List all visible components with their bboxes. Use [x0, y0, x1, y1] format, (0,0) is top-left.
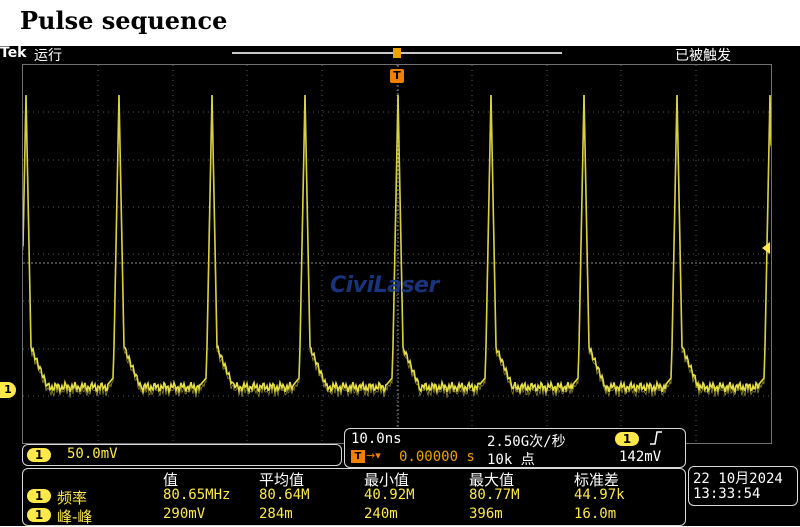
measurement-row-2-mean: 284m: [259, 506, 293, 522]
brand-label: Tek: [0, 45, 27, 61]
run-state-label: 运行: [34, 48, 62, 64]
measurement-row-1-channel: 1: [27, 489, 51, 503]
waveform-plot: [23, 65, 771, 443]
watermark-logo: CiviLaser: [330, 273, 439, 298]
measurement-row-1-name: 频率: [57, 489, 88, 507]
measurement-row-1-mean: 80.64M: [259, 487, 310, 503]
measurement-row-2-channel: 1: [27, 508, 51, 522]
column-header-value: 值: [163, 471, 179, 489]
column-header-mean: 平均值: [259, 471, 305, 489]
datetime-box: 22 10月2024 13:33:54: [688, 466, 798, 506]
page-title: Pulse sequence: [20, 6, 228, 35]
measurement-row-1-stddev: 44.97k: [574, 487, 625, 503]
trigger-level-value: 142mV: [619, 449, 662, 465]
timebase-box[interactable]: 10.0ns 2.50G次/秒 1 T →▾ 0.00000 s 10k 点 1…: [344, 428, 686, 468]
trigger-position-marker[interactable]: T: [390, 69, 404, 83]
measurements-table[interactable]: 值 平均值 最小值 最大值 标准差 1 频率 80.65MHz 80.64M 4…: [22, 468, 686, 526]
channel-1-trace-noise: [23, 99, 771, 398]
trigger-level-arrow-icon[interactable]: [762, 242, 770, 254]
graticule: [22, 64, 772, 444]
channel-1-chip: 1: [27, 448, 51, 462]
record-position-marker: [393, 48, 401, 58]
delay-value: 0.00000 s: [399, 449, 475, 465]
measurement-row-1-value: 80.65MHz: [163, 487, 231, 503]
measurement-row-1-max: 80.77M: [469, 487, 520, 503]
record-length-value: 10k 点: [487, 452, 535, 468]
horizontal-scale-value: 10.0ns: [351, 431, 402, 447]
vertical-scale-value: 50.0mV: [67, 446, 118, 462]
column-header-max: 最大值: [469, 471, 515, 489]
column-header-min: 最小值: [364, 471, 410, 489]
delay-t-icon: T: [351, 450, 365, 463]
measurement-row-2-max: 396m: [469, 506, 503, 522]
trigger-state-label: 已被触发: [675, 48, 731, 64]
measurement-row-2-stddev: 16.0m: [574, 506, 617, 522]
time-value: 13:33:54: [693, 486, 761, 502]
sample-rate-value: 2.50G次/秒: [487, 434, 566, 450]
rising-edge-icon: [649, 430, 663, 450]
delay-arrow-icon: →▾: [366, 449, 381, 462]
channel-1-ground-marker[interactable]: 1: [0, 382, 16, 398]
trigger-channel-chip: 1: [615, 432, 639, 446]
measurement-row-2-value: 290mV: [163, 506, 206, 522]
channel-scale-box[interactable]: 1 50.0mV: [22, 444, 342, 466]
measurement-row-2-name: 峰-峰: [57, 508, 93, 526]
measurement-row-1-min: 40.92M: [364, 487, 415, 503]
date-value: 22 10月2024: [693, 471, 783, 487]
column-header-stddev: 标准差: [574, 471, 620, 489]
measurement-row-2-min: 240m: [364, 506, 398, 522]
